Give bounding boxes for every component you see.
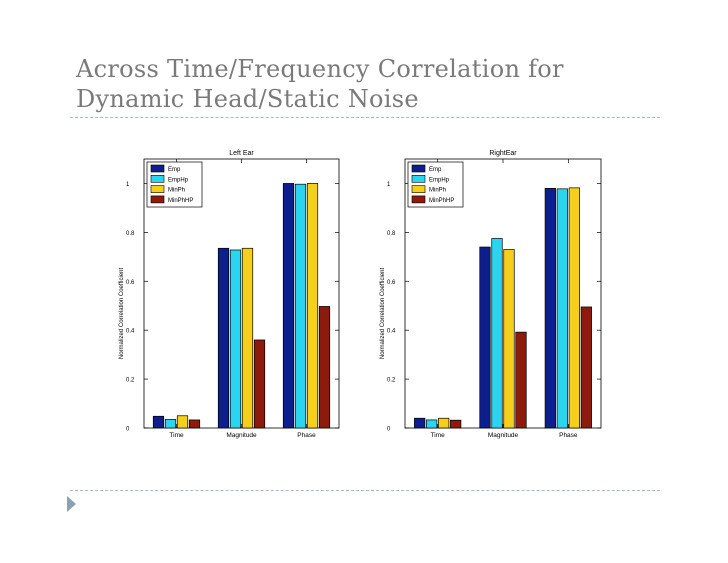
y-tick-label: 0	[126, 427, 130, 433]
legend-swatch-emphp	[150, 175, 165, 183]
bar-minphhp-time	[188, 419, 201, 429]
bar-minphhp-phase	[580, 306, 592, 429]
legend: Emp EmpHp MinPh MinPhHP	[407, 161, 464, 208]
bar-minphhp-magnitude	[515, 331, 527, 429]
bar-emp-time	[414, 417, 426, 429]
legend-label: EmpHp	[429, 177, 450, 183]
bar-minphhp-phase	[318, 306, 331, 429]
bar-emphp-phase	[556, 188, 568, 429]
x-tick-label: Time	[431, 432, 446, 439]
bar-emp-magnitude	[479, 246, 491, 429]
bar-minph-time	[438, 417, 450, 429]
chart-panel-1: 0 0.2 0.4 0.6 0.8 1 Time Magnitude Phase Left Ear…	[119, 150, 340, 439]
legend-label: MinPh	[429, 188, 446, 194]
bar-emp-phase	[544, 187, 556, 429]
bar-emphp-time	[164, 419, 177, 429]
y-axis-label: Normalized Correlation Coefficient	[119, 268, 125, 360]
bar-emp-phase	[282, 183, 295, 429]
chart-title: Left Ear	[229, 150, 254, 157]
bullet-arrow-icon	[67, 496, 76, 512]
y-tick-label: 0.8	[387, 231, 396, 237]
y-tick-label: 0.4	[387, 329, 396, 335]
legend-swatch-emphp	[411, 175, 426, 183]
x-tick-label: Time	[169, 432, 184, 439]
bar-minph-phase	[568, 187, 580, 429]
chart-panel-2: 0 0.2 0.4 0.6 0.8 1 Time Magnitude Phase RightEar…	[380, 150, 602, 439]
bar-emp-magnitude	[217, 247, 230, 429]
footer-divider	[70, 490, 660, 491]
bar-emphp-time	[426, 419, 438, 429]
slide-title-line-2: Dynamic Head/Static Noise	[76, 85, 419, 113]
legend-label: MinPhHP	[168, 198, 193, 204]
bar-minph-phase	[306, 183, 319, 429]
bar-minph-magnitude	[503, 249, 515, 429]
legend: Emp EmpHp MinPh MinPhHP	[146, 161, 203, 208]
x-tick-label: Magnitude	[226, 432, 257, 439]
y-tick-label: 0.8	[126, 231, 135, 237]
slide-title-line-1: Across Time/Frequency Correlation for	[76, 55, 564, 83]
bar-minphhp-magnitude	[253, 339, 266, 429]
legend-label: MinPhHP	[429, 198, 454, 204]
y-tick-label: 0	[387, 427, 391, 433]
legend-swatch-emp	[150, 164, 165, 173]
bar-minph-magnitude	[241, 247, 254, 429]
title-divider	[70, 117, 660, 118]
y-tick-label: 0.2	[387, 378, 396, 384]
y-tick-label: 0.2	[126, 378, 135, 384]
bar-emphp-magnitude	[491, 238, 503, 429]
legend-label: Emp	[429, 167, 442, 173]
chart-title: RightEar	[489, 150, 517, 157]
legend-swatch-minphhp	[411, 195, 426, 204]
legend-label: EmpHp	[168, 177, 189, 183]
x-tick-label: Phase	[297, 432, 316, 439]
bar-emphp-magnitude	[229, 249, 242, 429]
y-tick-label: 0.6	[126, 280, 135, 286]
y-tick-label: 1	[126, 182, 130, 188]
y-tick-label: 0.6	[387, 280, 396, 286]
x-tick-label: Magnitude	[488, 432, 519, 439]
legend-swatch-minphhp	[150, 195, 165, 204]
y-tick-label: 0.4	[126, 329, 135, 335]
x-tick-label: Phase	[559, 432, 578, 439]
bar-minph-time	[176, 415, 189, 429]
legend-label: Emp	[168, 167, 181, 173]
bar-minphhp-time	[450, 419, 462, 429]
y-axis-label: Normalized Correlation Coefficient	[380, 268, 386, 360]
legend-swatch-minph	[150, 185, 165, 193]
legend-swatch-emp	[411, 164, 426, 173]
legend-swatch-minph	[411, 185, 426, 193]
bar-emp-time	[152, 415, 165, 429]
y-tick-label: 1	[387, 182, 391, 188]
slide-title: Across Time/Frequency Correlation for Dy…	[76, 54, 676, 114]
bar-emphp-phase	[294, 183, 307, 429]
legend-label: MinPh	[168, 188, 185, 194]
